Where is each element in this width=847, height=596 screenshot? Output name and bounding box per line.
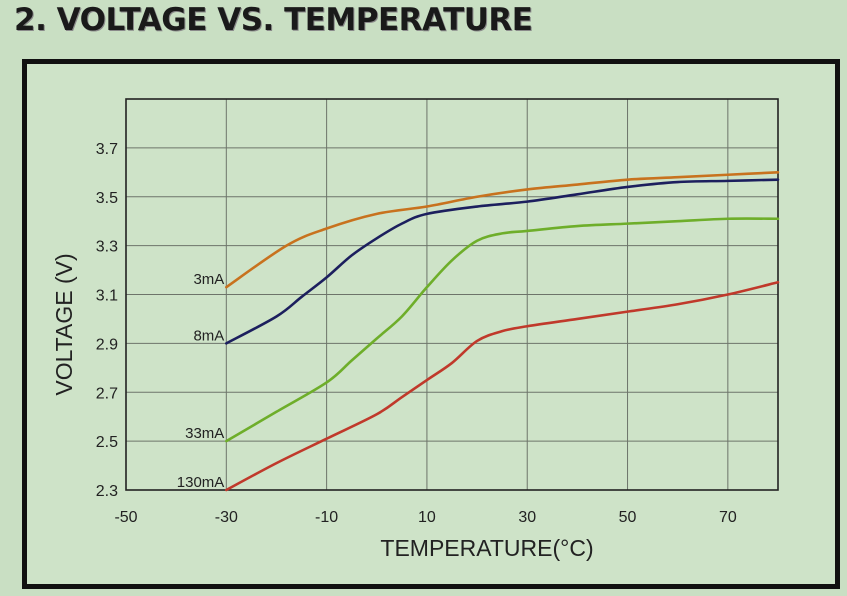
x-tick-label: 50 <box>619 509 637 526</box>
series-line-8mA <box>225 178 780 345</box>
x-tick-label: 70 <box>719 509 737 526</box>
x-tick-label: 30 <box>518 509 536 526</box>
y-tick-label: 2.7 <box>96 385 118 402</box>
y-tick-label: 3.1 <box>96 288 118 305</box>
voltage-temperature-chart: 3mA 8mA 33mA 130mA -50 -30 -10 10 30 50 70 2.3 2.5 2… <box>51 98 780 561</box>
x-axis-title: TEMPERATURE(°C) <box>380 535 593 561</box>
y-tick-label: 3.3 <box>96 239 118 256</box>
label-group: 3mA 8mA 33mA 130mA <box>177 271 225 491</box>
tick-label-group: -50 -30 -10 10 30 50 70 2.3 2.5 2.7 2.9 3.1 3.3 3.5 3.… <box>96 141 737 526</box>
chart-panel: 3mA 8mA 33mA 130mA -50 -30 -10 10 30 50 70 2.3 2.5 2… <box>22 59 840 589</box>
x-tick-label: -50 <box>114 509 137 526</box>
series-line-33mA <box>225 217 780 443</box>
series-group <box>225 171 780 492</box>
series-label-130mA: 130mA <box>177 474 225 491</box>
y-tick-label: 3.5 <box>96 190 118 207</box>
series-line-3mA <box>225 171 780 289</box>
y-tick-label: 2.5 <box>96 434 118 451</box>
y-axis-title: VOLTAGE (V) <box>51 253 77 395</box>
series-label-33mA: 33mA <box>185 425 224 442</box>
plot-area-border <box>125 98 779 491</box>
x-tick-label: -10 <box>315 509 338 526</box>
y-tick-label: 2.9 <box>96 336 118 353</box>
series-label-3mA: 3mA <box>193 271 224 288</box>
y-tick-label: 3.7 <box>96 141 118 158</box>
series-line-130mA <box>225 280 780 492</box>
series-label-8mA: 8mA <box>193 327 224 344</box>
y-tick-label: 2.3 <box>96 483 118 500</box>
x-tick-label: 10 <box>418 509 436 526</box>
chart-title: 2. VOLTAGE VS. TEMPERATURE <box>14 2 533 38</box>
x-tick-label: -30 <box>215 509 238 526</box>
